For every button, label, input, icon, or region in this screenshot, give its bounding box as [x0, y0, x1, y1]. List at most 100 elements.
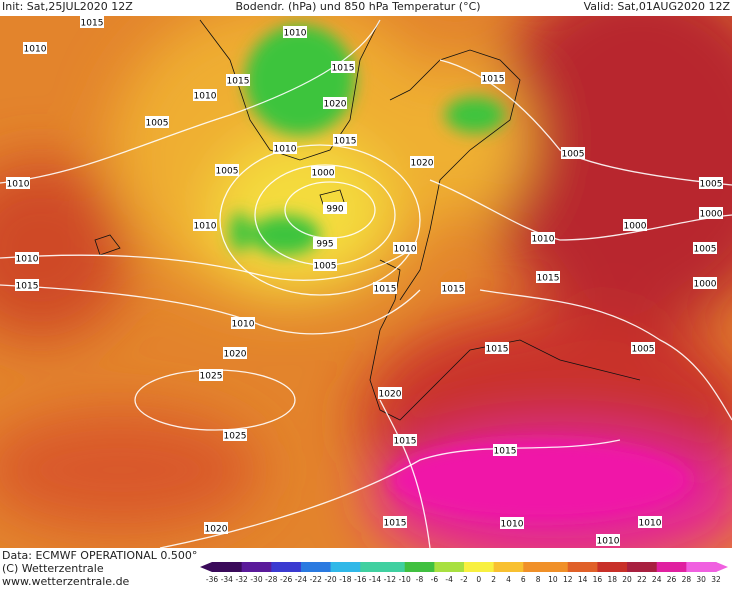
colorbar-label: 4: [506, 575, 511, 584]
colorbar-segment: [656, 562, 673, 572]
isobar-label-box: [693, 242, 717, 254]
isobar-label: 1015: [442, 285, 465, 295]
website: www.wetterzentrale.de: [2, 575, 130, 587]
isobar-label-box: [631, 342, 655, 354]
isobar-label: 1005: [146, 119, 169, 129]
isobar-label: 1010: [274, 145, 297, 155]
isobar-label: 1010: [597, 537, 620, 547]
colorbar-segment: [212, 562, 228, 572]
colorbar-label: 12: [563, 575, 573, 584]
colorbar-segment: [241, 562, 257, 572]
colorbar-segment: [508, 562, 524, 572]
isobar-label: 1020: [324, 100, 347, 110]
isobar-label-box: [193, 219, 217, 231]
isobar-label-box: [373, 282, 397, 294]
colorbar-label: -26: [280, 575, 292, 584]
colorbar-label: 16: [593, 575, 603, 584]
isobar-label: 1000: [312, 169, 335, 179]
colorbar-segment: [671, 562, 687, 572]
data-source: Data: ECMWF OPERATIONAL 0.500°: [2, 549, 197, 562]
isobar-label-box: [193, 89, 217, 101]
map-title: Bodendr. (hPa) und 850 hPa Temperatur (°…: [235, 0, 480, 13]
colorbar-segment: [330, 562, 346, 572]
colorbar-label: -2: [460, 575, 468, 584]
isobar-label-box: [311, 166, 335, 178]
isobar-label: 1015: [227, 77, 250, 87]
isobar-label-box: [6, 177, 30, 189]
isobar-label-box: [623, 219, 647, 231]
map: [0, 16, 732, 548]
isobar-label-box: [699, 207, 723, 219]
isobar-label-box: [493, 444, 517, 456]
colorbar-segment: [271, 562, 287, 572]
isobar-label-box: [531, 232, 555, 244]
colorbar-label: 22: [637, 575, 647, 584]
isobar-label: 1010: [639, 519, 662, 529]
isobar-label: 1025: [200, 372, 223, 382]
isobar-label-box: [323, 202, 347, 214]
isobar-label: 1015: [486, 345, 509, 355]
isobar-label-box: [273, 142, 297, 154]
colorbar-segment: [360, 562, 376, 572]
isobar-label-box: [283, 26, 307, 38]
isobar-label-box: [638, 516, 662, 528]
colorbar-segment: [493, 562, 509, 572]
isobar-label: 1005: [700, 180, 723, 190]
isobar-label-box: [441, 282, 465, 294]
isobar-label: 1015: [16, 282, 39, 292]
isobar-label: 1010: [532, 235, 555, 245]
isobar-label: 1015: [332, 64, 355, 74]
colorbar-label: 28: [682, 575, 692, 584]
colorbar-label: -8: [416, 575, 424, 584]
isobar-label: 1015: [394, 437, 417, 447]
colorbar-label: 20: [622, 575, 632, 584]
isobar-label-box: [226, 74, 250, 86]
colorbar-segment: [552, 562, 569, 572]
isobar-label-box: [596, 534, 620, 546]
isobar-label-box: [393, 434, 417, 446]
isobar-label-box: [231, 317, 255, 329]
isobar-label-box: [145, 116, 169, 128]
colorbar-segment: [345, 562, 361, 572]
isobar-label: 1000: [700, 210, 723, 220]
colorbar-segment: [449, 562, 465, 572]
colorbar-segment: [597, 562, 613, 572]
isobar-label: 1020: [411, 159, 434, 169]
colorbar-label: -18: [339, 575, 351, 584]
colorbar-label: 10: [548, 575, 558, 584]
isobar-label-box: [15, 279, 39, 291]
isobar-label-box: [323, 97, 347, 109]
colorbar-segment: [300, 562, 317, 572]
isobar-label: 1000: [624, 222, 647, 232]
colorbar-label: -34: [221, 575, 233, 584]
colorbar-segment: [478, 562, 495, 572]
colorbar-segment: [567, 562, 584, 572]
isobar-label: 1015: [482, 75, 505, 85]
isobar-label-box: [481, 72, 505, 84]
colorbar-segment: [434, 562, 450, 572]
isobar-label: 1020: [224, 350, 247, 360]
isobar-label: 1005: [216, 167, 239, 177]
isobar-label: 1005: [314, 262, 337, 272]
isobar-label: 1020: [379, 390, 402, 400]
isobar-label: 1010: [501, 520, 524, 530]
isobar-label: 1010: [16, 255, 39, 265]
isobar-label: 1015: [81, 19, 104, 29]
isobar-label: 1010: [194, 92, 217, 102]
colorbar-segment: [627, 562, 643, 572]
colorbar-segment: [256, 562, 272, 572]
isobar-label-box: [693, 277, 717, 289]
isobar-label-box: [204, 522, 228, 534]
isobar-label: 1010: [7, 180, 30, 190]
isobar-label-box: [378, 387, 402, 399]
isobar-label-box: [313, 237, 337, 249]
colorbar-segment: [701, 562, 717, 572]
isobar-label: 1005: [562, 150, 585, 160]
colorbar: -36 -34 -32 -30 -28 -26 -24 -22 -20 -18 -16 -14 -12-…: [200, 562, 728, 584]
colorbar-label: 18: [607, 575, 617, 584]
isobar-label-box: [561, 147, 585, 159]
colorbar-label: -4: [445, 575, 453, 584]
isobar-label: 1010: [194, 222, 217, 232]
colorbar-label: -12: [384, 575, 396, 584]
